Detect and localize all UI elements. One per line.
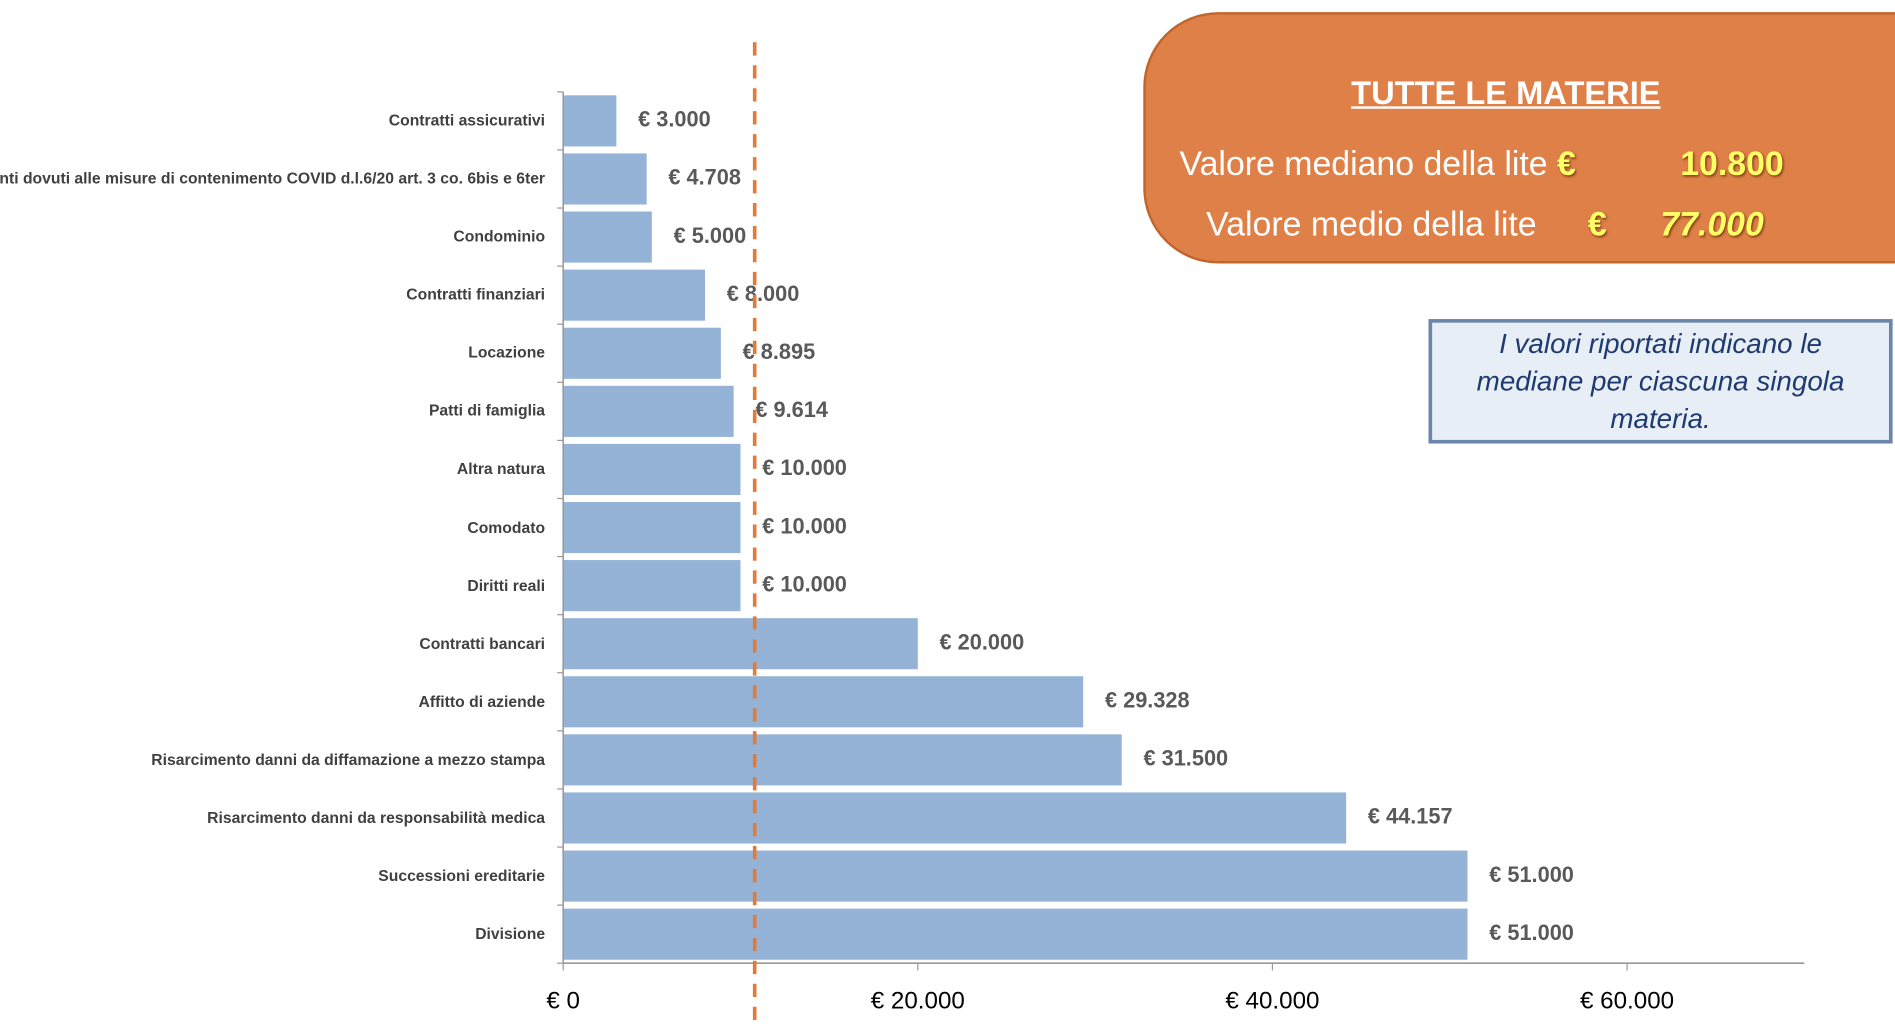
summary-currency: €: [1587, 205, 1607, 243]
summary-row: Valore medio della lite €77.000: [1206, 205, 1764, 244]
value-label: € 5.000: [674, 223, 747, 248]
bar: [563, 385, 734, 437]
value-label: € 29.328: [1105, 688, 1190, 713]
summary-row: Valore mediano della lite €10.800: [1180, 145, 1784, 184]
bar: [563, 676, 1084, 728]
category-label: Patti di famiglia: [428, 401, 546, 420]
value-label: € 51.000: [1489, 862, 1574, 887]
category-label: Risarcimento danni da diffamazione a mez…: [151, 750, 546, 769]
category-label: Condominio: [453, 227, 546, 246]
category-label: Contratti assicurativi: [388, 111, 546, 130]
category-label: Successioni ereditarie: [378, 866, 546, 885]
bar: [563, 734, 1122, 786]
category-label: Contratti bancari: [419, 634, 546, 653]
bar: [563, 211, 652, 263]
summary-value: 77.000: [1660, 205, 1764, 243]
category-label: Divisione: [475, 924, 546, 943]
x-tick-label: € 20.000: [871, 987, 965, 1014]
value-label: € 31.500: [1143, 746, 1228, 771]
category-label: Comodato: [467, 517, 546, 536]
bar: [563, 792, 1347, 844]
category-label: Locazione: [468, 343, 546, 362]
summary-currency: €: [1557, 145, 1576, 183]
category-label: Contratti finanziari: [406, 285, 546, 304]
note-box: I valori riportati indicano le mediane p…: [1428, 319, 1893, 444]
value-label: € 9.614: [755, 397, 828, 422]
summary-label: Valore mediano della lite: [1179, 145, 1548, 183]
bar: [563, 95, 617, 147]
bar: [563, 443, 741, 496]
bar: [563, 618, 918, 670]
bar: [563, 501, 741, 554]
bar: [563, 153, 647, 205]
category-label: Altra natura: [456, 459, 546, 478]
value-label: € 44.157: [1368, 804, 1453, 829]
x-tick-label: € 0: [546, 987, 580, 1014]
x-tick-label: € 40.000: [1225, 987, 1319, 1014]
value-label: € 8.000: [727, 281, 800, 306]
value-label: € 20.000: [940, 629, 1025, 654]
note-text: I valori riportati indicano le mediane p…: [1476, 327, 1845, 434]
bar: [563, 908, 1468, 960]
bar: [563, 560, 741, 612]
summary-value: 10.800: [1680, 145, 1784, 183]
summary-label: Valore medio della lite: [1206, 205, 1537, 243]
summary-title: TUTTE LE MATERIE: [1351, 74, 1661, 112]
x-tick-label: € 60.000: [1580, 987, 1674, 1014]
category-label: Risarcimento danni da responsabilità med…: [207, 808, 546, 827]
value-label: € 4.708: [668, 165, 741, 190]
bar: [563, 269, 706, 321]
value-label: € 10.000: [762, 455, 847, 480]
category-label: Affitto di aziende: [418, 692, 546, 711]
value-label: € 10.000: [762, 513, 847, 538]
value-label: € 51.000: [1489, 920, 1574, 945]
bar: [563, 850, 1468, 902]
category-label: Diritti reali: [467, 575, 546, 595]
summary-box: TUTTE LE MATERIE Valore mediano della li…: [1143, 12, 1895, 264]
value-label: € 10.000: [762, 571, 847, 596]
bar: [563, 327, 721, 379]
value-label: € 3.000: [638, 107, 711, 132]
category-label: menti dovuti alle misure di contenimento…: [0, 169, 546, 188]
